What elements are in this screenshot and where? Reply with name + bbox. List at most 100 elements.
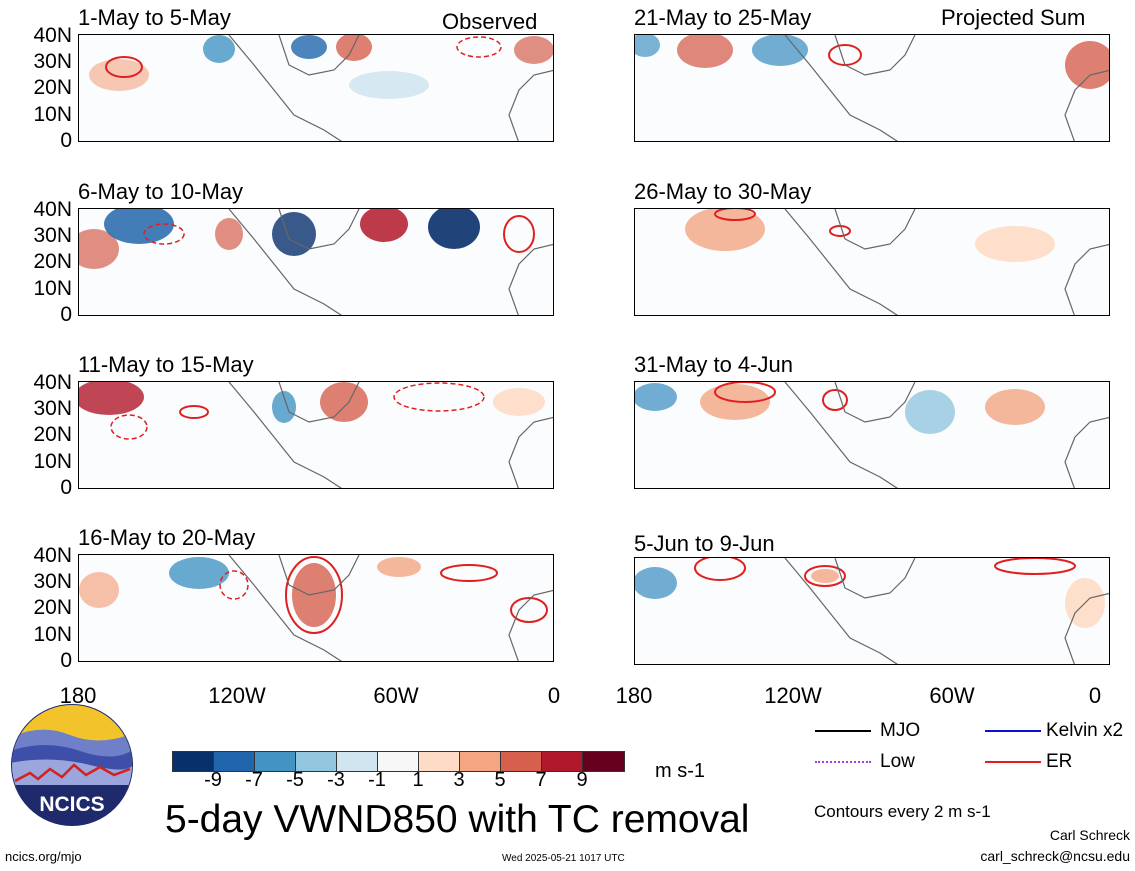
lon-tick: 180 bbox=[615, 683, 653, 708]
map-frame bbox=[78, 381, 554, 489]
coastline bbox=[834, 558, 916, 599]
panel-title: 11-May to 15-May bbox=[78, 352, 254, 377]
er-contour bbox=[285, 556, 343, 634]
contour-note: Contours every 2 m s-1 bbox=[814, 802, 991, 821]
coastline bbox=[508, 243, 553, 315]
footer-timestamp: Wed 2025-05-21 1017 UTC bbox=[502, 853, 625, 864]
map-frame bbox=[78, 208, 554, 316]
legend-label-low: Low bbox=[880, 751, 915, 772]
panel-title: 26-May to 30-May bbox=[634, 179, 812, 204]
map-frame bbox=[634, 557, 1110, 665]
lat-tick: 10N bbox=[33, 103, 72, 126]
footer-url: ncics.org/mjo bbox=[5, 849, 82, 864]
positive-anomaly bbox=[89, 59, 149, 91]
lat-tick: 10N bbox=[33, 277, 72, 300]
anomaly-map bbox=[635, 382, 1109, 488]
colorbar-label: -5 bbox=[286, 769, 304, 791]
colorbar-swatch bbox=[214, 752, 255, 771]
positive-anomaly bbox=[79, 382, 144, 415]
anomaly-map bbox=[635, 558, 1109, 664]
colorbar-label: 3 bbox=[453, 769, 465, 791]
negative-anomaly bbox=[635, 35, 660, 57]
positive-anomaly bbox=[336, 35, 372, 61]
colorbar-label: -1 bbox=[368, 769, 386, 791]
lon-tick: 0 bbox=[1088, 683, 1102, 708]
anomaly-map bbox=[79, 555, 553, 661]
negative-anomaly bbox=[272, 391, 296, 423]
positive-anomaly bbox=[493, 388, 545, 416]
lat-tick: 40N bbox=[33, 198, 72, 221]
colorbar-swatch bbox=[378, 752, 419, 771]
footer-email: carl_schreck@ncsu.edu bbox=[980, 848, 1130, 864]
panel-title: 6-May to 10-May bbox=[78, 179, 244, 204]
coastline bbox=[834, 209, 916, 250]
lon-tick: 120W bbox=[764, 683, 822, 708]
negative-anomaly bbox=[635, 383, 677, 411]
negative-anomaly bbox=[203, 35, 235, 63]
lat-tick: 0 bbox=[60, 303, 72, 326]
colorbar-swatch bbox=[255, 752, 296, 771]
figure-title: 5-day VWND850 with TC removal bbox=[165, 798, 750, 841]
coastline bbox=[784, 35, 899, 141]
lat-tick: 0 bbox=[60, 649, 72, 672]
coastline bbox=[1064, 416, 1109, 488]
lat-tick: 30N bbox=[33, 50, 72, 73]
er-contour bbox=[510, 597, 548, 623]
ncics-logo: NCICS bbox=[10, 703, 134, 827]
coastline bbox=[784, 209, 899, 315]
colorbar-label: -9 bbox=[204, 769, 222, 791]
positive-anomaly bbox=[985, 389, 1045, 425]
lat-tick: 40N bbox=[33, 371, 72, 394]
anomaly-map bbox=[89, 35, 553, 141]
positive-anomaly bbox=[215, 218, 243, 250]
legend-swatch-low bbox=[815, 761, 871, 763]
er-contour bbox=[179, 405, 209, 419]
lat-tick: 30N bbox=[33, 397, 72, 420]
negative-anomaly bbox=[752, 35, 808, 66]
legend-label-kelvin: Kelvin x2 bbox=[1046, 720, 1124, 741]
map-frame bbox=[634, 381, 1110, 489]
colorbar-swatch bbox=[337, 752, 378, 771]
negative-anomaly bbox=[272, 212, 316, 256]
panel-title: 1-May to 5-May bbox=[78, 5, 231, 30]
negative-anomaly bbox=[104, 209, 174, 244]
colorbar-swatch bbox=[173, 752, 214, 771]
panel-title: 21-May to 25-May bbox=[634, 5, 812, 30]
panel-title: 5-Jun to 9-Jun bbox=[634, 531, 775, 556]
negative-anomaly bbox=[291, 35, 327, 59]
negative-anomaly bbox=[349, 71, 429, 99]
lat-tick: 20N bbox=[33, 423, 72, 446]
colorbar-units: m s-1 bbox=[655, 760, 705, 782]
colorbar-label: 5 bbox=[494, 769, 506, 791]
colorbar-swatch bbox=[501, 752, 542, 771]
er-contour bbox=[440, 564, 498, 582]
positive-anomaly bbox=[292, 563, 336, 627]
footer-author: Carl Schreck bbox=[1049, 827, 1130, 843]
coastline bbox=[1064, 69, 1109, 141]
coastline bbox=[784, 382, 899, 488]
coastline bbox=[1064, 592, 1109, 664]
lat-tick: 20N bbox=[33, 596, 72, 619]
positive-anomaly bbox=[360, 209, 408, 242]
lat-tick: 10N bbox=[33, 623, 72, 646]
er-contour bbox=[804, 565, 846, 587]
negative-anomaly bbox=[169, 557, 229, 589]
er-contour bbox=[694, 558, 746, 581]
coastline bbox=[228, 209, 343, 315]
coastline bbox=[278, 555, 360, 596]
coastline bbox=[278, 382, 360, 423]
colorbar-label: 7 bbox=[535, 769, 547, 791]
legend-swatch-kelvin bbox=[985, 730, 1041, 732]
coastline bbox=[228, 555, 343, 661]
legend-label-mjo: MJO bbox=[880, 720, 921, 741]
map-frame bbox=[634, 208, 1110, 316]
coastline bbox=[278, 209, 360, 250]
er-contour bbox=[105, 56, 143, 78]
lat-tick: 0 bbox=[60, 476, 72, 499]
lon-tick: 0 bbox=[547, 683, 561, 708]
map-frame bbox=[78, 34, 554, 142]
ncics-logo-graphic: NCICS bbox=[11, 704, 133, 826]
positive-anomaly bbox=[1065, 41, 1109, 89]
logo-text: NCICS bbox=[39, 793, 104, 816]
colorbar-swatch bbox=[296, 752, 337, 771]
